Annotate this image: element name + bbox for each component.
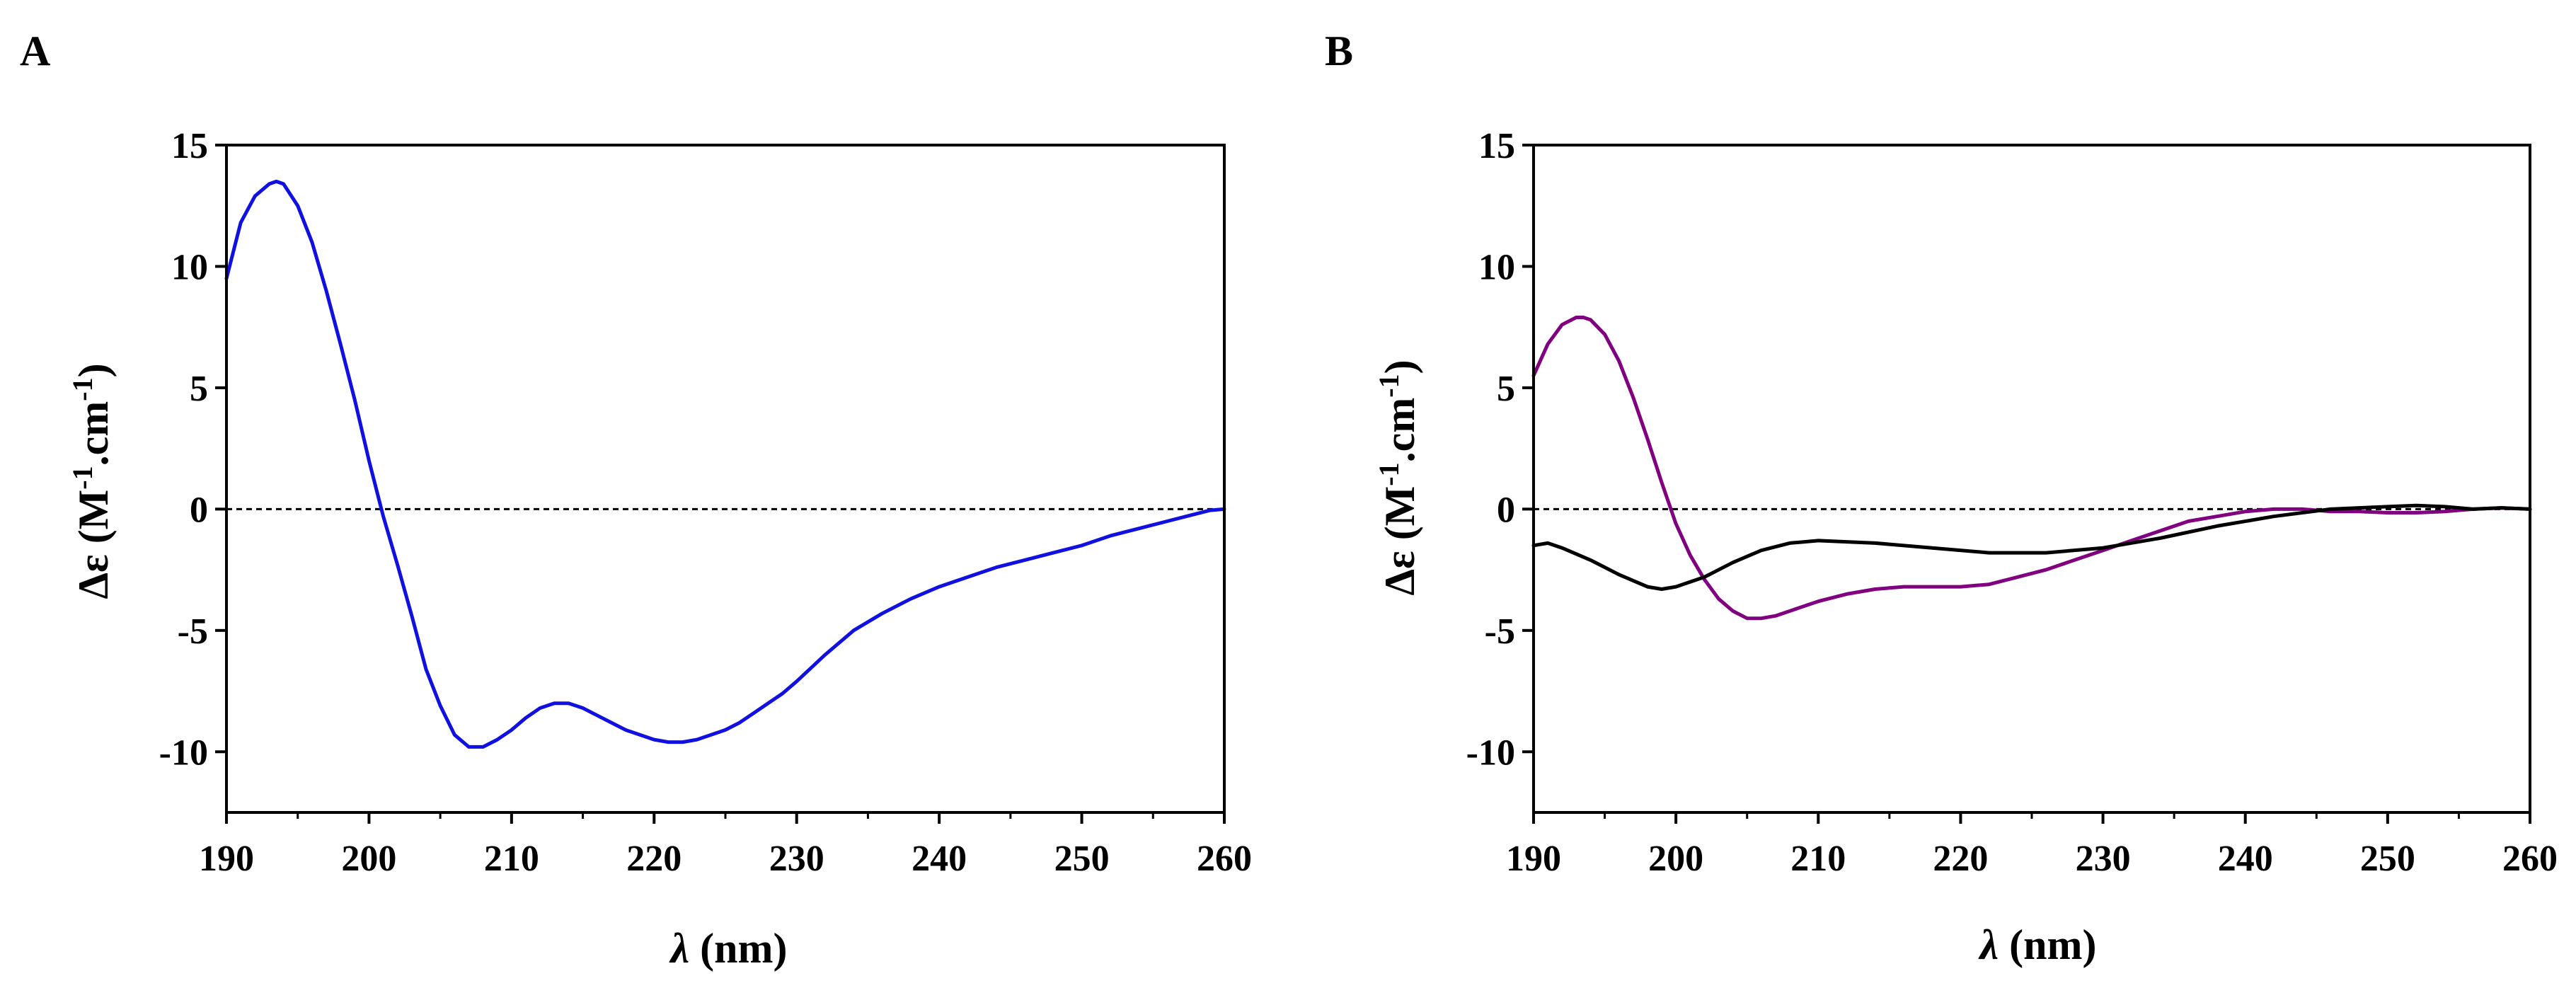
- panel-a-x-tick-label: 250: [1054, 839, 1110, 879]
- panel-b-letter: B: [1325, 28, 1353, 74]
- panel-a-x-tick-label: 210: [484, 839, 539, 879]
- panel-b-series-line: [1531, 503, 2532, 591]
- panel-a-y-tick-label: -5: [178, 611, 208, 652]
- panel-b-x-tick-label: 210: [1790, 839, 1846, 879]
- panel-b-x-tick-label: 190: [1506, 839, 1561, 879]
- panel-a-frame-rect: [225, 144, 1226, 814]
- panel-b-x-tick-label: 220: [1933, 839, 1988, 879]
- panel-a-series-line: [224, 179, 1226, 749]
- panel-a-x-tick-label: 240: [912, 839, 967, 879]
- panel-b-y-tick-label: -5: [1485, 611, 1515, 652]
- panel-b-y-tick-label: -10: [1466, 732, 1515, 773]
- panel-b-x-tick-label: 250: [2360, 839, 2415, 879]
- panel-b-x-tick-label: 240: [2218, 839, 2273, 879]
- panel-b-ticks: 190 200 210 220 230 240 250 260 15 10 5 0 -5 -10: [1466, 126, 2558, 879]
- panel-a-x-tick-label: 260: [1197, 839, 1252, 879]
- panel-a-y-tick-label: 0: [190, 490, 208, 530]
- panel-b-series: [1531, 316, 2532, 621]
- panel-a-x-tick-label: 190: [199, 839, 254, 879]
- panel-b-x-tick-label: 260: [2502, 839, 2558, 879]
- panel-b: B 190 200 210 220 230 240 250 260 15 10 5 0 -5 -10 λ …: [1325, 28, 2558, 968]
- panel-b-y-tick-label: 0: [1497, 490, 1515, 530]
- panel-a-axes-frame: [225, 144, 1226, 814]
- panel-b-y-tick-label: 5: [1497, 369, 1515, 409]
- panel-b-x-tick-label: 200: [1648, 839, 1703, 879]
- panel-a-y-tick-label: 15: [171, 126, 208, 166]
- panel-b-y-tick-label: 10: [1478, 247, 1515, 287]
- panel-a-series: [224, 179, 1226, 749]
- panel-a-y-axis-title: Δε (M-1.cm-1): [67, 363, 117, 599]
- panel-a-x-tick-label: 220: [626, 839, 682, 879]
- panel-a-y-tick-label: -10: [159, 732, 208, 773]
- panel-a-x-axis-title: λ (nm): [669, 925, 788, 972]
- panel-b-x-tick-label: 230: [2076, 839, 2131, 879]
- panel-a-x-tick-label: 200: [341, 839, 396, 879]
- panel-b-series-line: [1531, 316, 2532, 621]
- panel-b-y-axis-title: Δε (M-1.cm-1): [1373, 360, 1423, 595]
- panel-a-x-tick-label: 230: [769, 839, 824, 879]
- panel-b-y-tick-label: 15: [1478, 126, 1515, 166]
- panel-b-frame-rect: [1532, 144, 2531, 814]
- panel-a-y-tick-label: 5: [190, 369, 208, 409]
- panel-a-y-tick-label: 10: [171, 247, 208, 287]
- panel-a-letter: A: [20, 28, 50, 74]
- panel-a: A 190 200 210 220 230 240 250 260 15 10 5 0 -5 -10 λ …: [20, 28, 1252, 972]
- panel-b-axes-frame: [1532, 144, 2531, 814]
- panel-b-x-axis-title: λ (nm): [1978, 921, 2097, 968]
- panel-a-ticks: 190 200 210 220 230 240 250 260 15 10 5 0 -5 -10: [159, 126, 1252, 879]
